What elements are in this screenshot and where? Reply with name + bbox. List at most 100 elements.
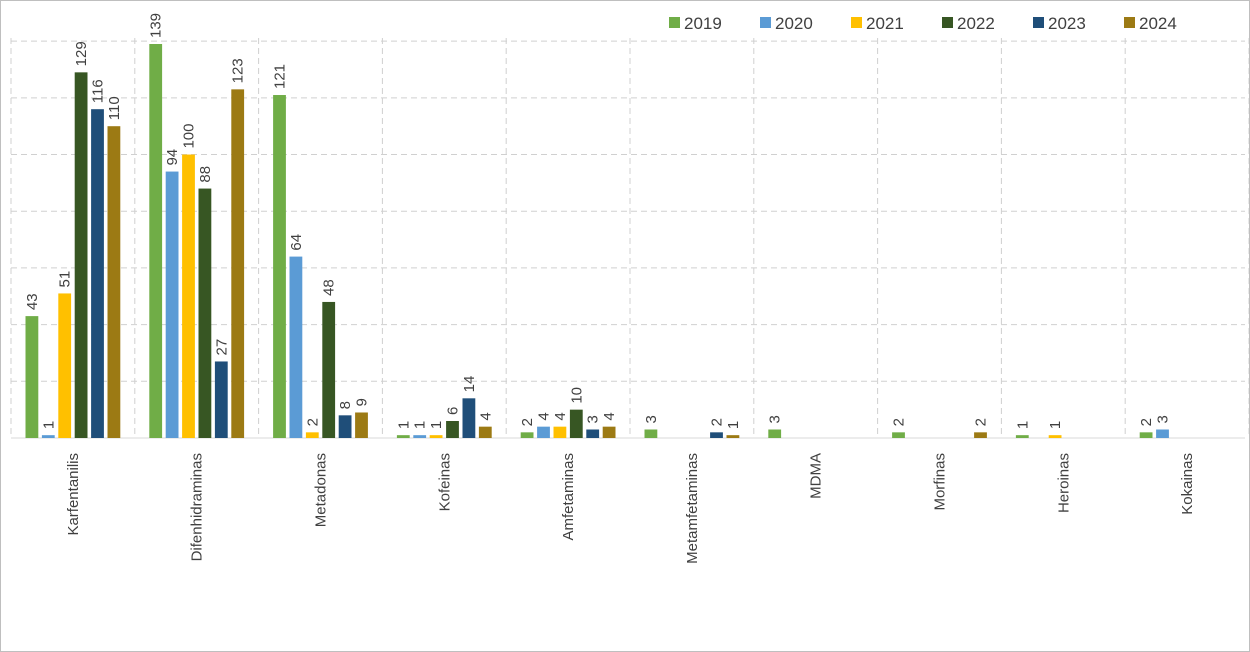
bar-difenhidraminas-2019 (149, 44, 163, 438)
bar-difenhidraminas-2021 (182, 154, 195, 439)
bar-mdma-2019 (768, 429, 782, 438)
bar-karfentanilis-2019 (25, 316, 39, 438)
bar-metamfetaminas-2019 (644, 429, 658, 438)
category-label-heroinas: Heroinas (1055, 453, 1072, 513)
category-label-mdma: MDMA (808, 453, 825, 499)
bar-karfentanilis-2020 (41, 435, 55, 438)
data-label-karfentanilis-2021: 51 (57, 271, 74, 288)
data-label-metamfetaminas-2023: 2 (709, 418, 726, 426)
category-label-karfentanilis: Karfentanilis (65, 453, 82, 536)
data-label-metadonas-2019: 121 (272, 64, 289, 89)
bar-amfetaminas-2021 (553, 426, 567, 438)
data-label-kofeinas-2019: 1 (395, 421, 412, 429)
legend-swatch-2020 (760, 17, 771, 28)
bar-metadonas-2024 (355, 412, 368, 438)
legend-swatch-2019 (669, 17, 680, 28)
legend-label-2023: 2023 (1048, 14, 1086, 33)
data-label-metamfetaminas-2019: 3 (643, 415, 660, 423)
category-label-kofeinas: Kofeinas (436, 453, 453, 511)
gridlines (10, 38, 1249, 439)
data-label-heroinas-2019: 1 (1014, 421, 1031, 429)
data-label-karfentanilis-2022: 129 (73, 41, 90, 66)
data-label-difenhidraminas-2023: 27 (213, 339, 230, 356)
bar-kofeinas-2021 (429, 435, 443, 438)
bar-kokainas-2019 (1139, 432, 1153, 438)
bar-amfetaminas-2024 (602, 426, 616, 438)
data-label-heroinas-2021: 1 (1047, 421, 1064, 429)
bar-kofeinas-2019 (396, 435, 410, 438)
bar-metamfetaminas-2024 (726, 435, 740, 438)
bar-difenhidraminas-2024 (231, 89, 245, 439)
data-label-difenhidraminas-2022: 88 (197, 166, 214, 183)
bars (25, 44, 1169, 439)
bar-kofeinas-2022 (446, 420, 459, 438)
bar-karfentanilis-2024 (107, 126, 121, 438)
bar-metadonas-2020 (289, 256, 303, 438)
legend-swatch-2021 (851, 17, 862, 28)
data-label-difenhidraminas-2020: 94 (164, 149, 181, 166)
data-label-kofeinas-2022: 6 (445, 407, 462, 415)
category-label-metadonas: Metadonas (313, 453, 330, 527)
legend-label-2024: 2024 (1139, 14, 1177, 33)
category-label-metamfetaminas: Metamfetaminas (684, 453, 701, 564)
bar-metadonas-2021 (305, 432, 319, 438)
data-label-amfetaminas-2021: 4 (552, 412, 569, 420)
bar-metamfetaminas-2023 (710, 432, 723, 438)
category-label-difenhidraminas: Difenhidraminas (189, 453, 206, 561)
bar-metadonas-2022 (322, 301, 336, 438)
data-label-amfetaminas-2022: 10 (568, 387, 585, 404)
data-label-metadonas-2023: 8 (337, 401, 354, 409)
data-label-difenhidraminas-2019: 139 (148, 13, 165, 38)
bar-kofeinas-2020 (413, 435, 427, 438)
bar-karfentanilis-2021 (58, 293, 72, 438)
data-label-karfentanilis-2023: 116 (90, 79, 107, 103)
data-label-kokainas-2019: 2 (1138, 418, 1155, 426)
data-label-morfinas-2024: 2 (973, 418, 990, 426)
bar-morfinas-2019 (892, 432, 905, 438)
bar-amfetaminas-2023 (586, 429, 600, 438)
data-label-difenhidraminas-2021: 100 (181, 124, 198, 149)
bar-karfentanilis-2022 (74, 72, 88, 438)
data-label-kofeinas-2020: 1 (412, 421, 429, 429)
legend-swatch-2023 (1033, 17, 1044, 28)
data-label-amfetaminas-2019: 2 (519, 418, 536, 426)
data-label-amfetaminas-2024: 4 (601, 412, 618, 420)
bar-amfetaminas-2022 (569, 409, 583, 438)
bar-kofeinas-2023 (462, 398, 476, 438)
data-label-kofeinas-2023: 14 (461, 376, 478, 393)
bar-difenhidraminas-2020 (165, 171, 179, 438)
legend-label-2022: 2022 (957, 14, 995, 33)
bar-difenhidraminas-2022 (198, 188, 212, 438)
data-label-kofeinas-2021: 1 (428, 421, 445, 429)
bar-metadonas-2019 (273, 95, 286, 439)
bar-amfetaminas-2020 (537, 426, 550, 438)
data-label-kokainas-2020: 3 (1155, 415, 1172, 423)
data-label-amfetaminas-2023: 3 (585, 415, 602, 423)
data-label-karfentanilis-2024: 110 (106, 96, 123, 120)
data-label-metamfetaminas-2024: 1 (725, 421, 742, 429)
bar-heroinas-2021 (1048, 435, 1062, 438)
data-label-amfetaminas-2020: 4 (536, 412, 553, 420)
data-label-metadonas-2024: 9 (354, 398, 371, 406)
bar-heroinas-2019 (1015, 435, 1029, 438)
legend: 2019 2020 2021 2022 2023 2024 (669, 14, 1177, 33)
data-label-difenhidraminas-2024: 123 (230, 58, 247, 83)
data-label-karfentanilis-2020: 1 (40, 421, 57, 429)
category-label-morfinas: Morfinas (932, 453, 949, 511)
data-label-mdma-2019: 3 (767, 415, 784, 423)
data-label-metadonas-2020: 64 (288, 234, 305, 251)
legend-swatch-2024 (1124, 17, 1135, 28)
bar-difenhidraminas-2023 (214, 361, 228, 438)
data-label-morfinas-2019: 2 (891, 418, 908, 426)
category-label-kokainas: Kokainas (1179, 453, 1196, 515)
legend-swatch-2022 (942, 17, 953, 28)
legend-label-2021: 2021 (866, 14, 904, 33)
bar-metadonas-2023 (338, 415, 352, 438)
bar-morfinas-2024 (974, 432, 987, 438)
bar-karfentanilis-2023 (91, 109, 104, 438)
data-label-metadonas-2021: 2 (304, 418, 321, 426)
data-label-kofeinas-2024: 4 (477, 412, 494, 420)
data-label-metadonas-2022: 48 (321, 279, 338, 296)
